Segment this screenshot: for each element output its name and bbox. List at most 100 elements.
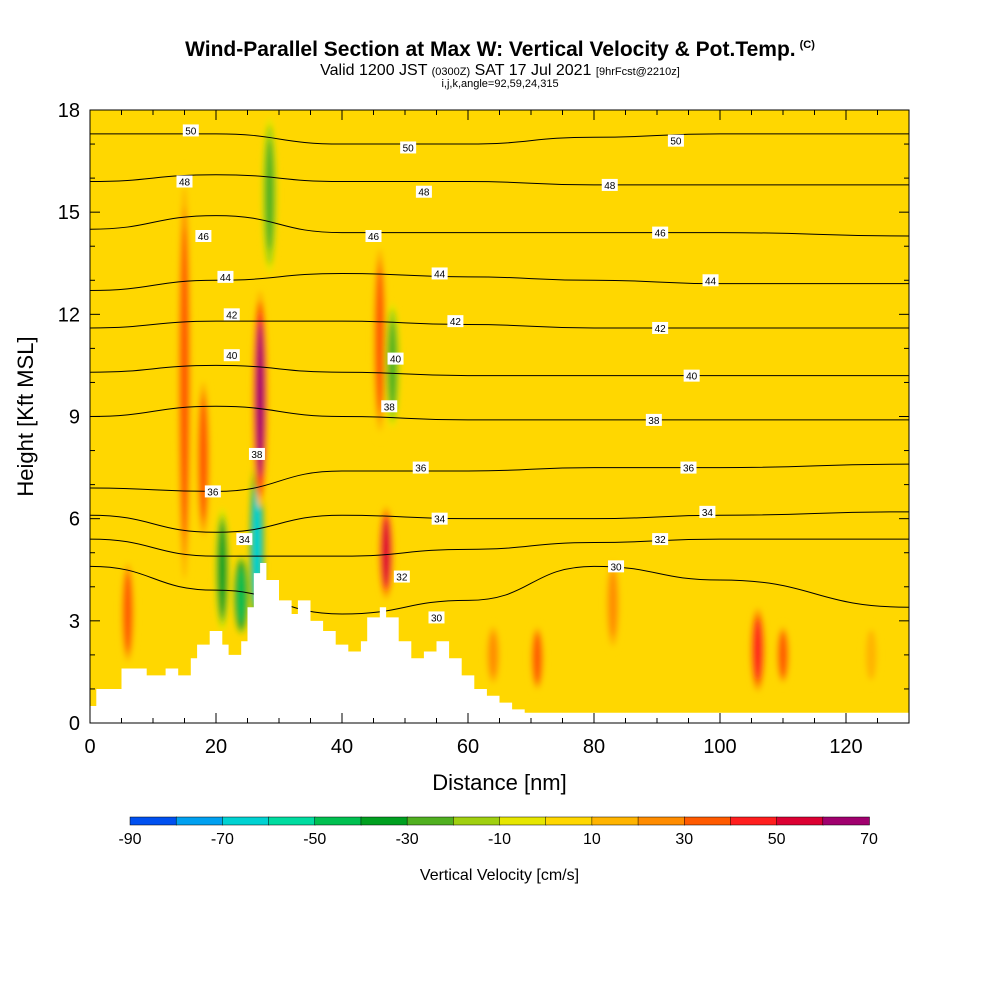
velocity-cell	[489, 632, 498, 678]
velocity-cell	[388, 321, 397, 410]
velocity-cell	[382, 519, 391, 586]
contour-label-bg	[415, 185, 432, 198]
contour-label: 48	[418, 188, 430, 199]
contour-label: 50	[403, 143, 415, 154]
contour-label: 50	[670, 137, 682, 148]
contour-label-bg	[223, 308, 240, 321]
contour-label-bg	[680, 461, 697, 474]
contour-label: 36	[415, 464, 427, 475]
contour-label-bg	[393, 570, 410, 583]
contour-label: 36	[207, 487, 219, 498]
contour-label: 42	[450, 317, 462, 328]
contour-label: 34	[702, 508, 714, 519]
colorbar-swatch	[776, 816, 824, 826]
contour-label-bg	[431, 267, 448, 280]
velocity-cell	[778, 632, 788, 678]
contour-label-bg	[652, 533, 669, 546]
colorbar-tick-label: -10	[488, 831, 511, 848]
contour-label: 40	[686, 372, 698, 383]
colorbar-tick-label: -90	[118, 831, 141, 848]
contour-label-bg	[248, 447, 265, 460]
velocity-cell	[608, 570, 617, 638]
contour-label-bg	[223, 349, 240, 362]
contour-label: 42	[655, 324, 667, 335]
contour-label-bg	[447, 315, 464, 328]
x-tick-label: 100	[703, 736, 736, 758]
contour-label-bg	[400, 141, 417, 154]
colorbar-swatch	[222, 816, 270, 826]
terrain	[90, 562, 909, 723]
y-tick-label: 9	[69, 407, 80, 429]
colorbar: -90 -70 -50 -30 -10 10 30 50 70 Vertical Velocity…	[118, 816, 878, 884]
contour-label-bg	[204, 485, 221, 498]
theta-contour-34	[90, 511, 909, 533]
velocity-cell	[265, 139, 274, 251]
valid-date: SAT 17 Jul 2021	[474, 62, 592, 79]
velocity-cell	[218, 525, 227, 615]
theta-contour-40	[90, 364, 909, 377]
contour-label: 40	[226, 351, 238, 362]
velocity-cell	[237, 567, 246, 623]
valid-time-line: Valid 1200 JST (0300Z) SAT 17 Jul 2021 […	[0, 62, 1000, 80]
contour-label: 32	[396, 573, 408, 584]
colorbar-tick-label: -30	[396, 831, 419, 848]
colorbar-tick-label: 50	[768, 831, 786, 848]
contour-label: 46	[368, 232, 380, 243]
colorbar-swatch	[268, 816, 316, 826]
colorbar-tick-label: -70	[211, 831, 234, 848]
y-axis-title: Height [Kft MSL]	[13, 336, 38, 496]
chart-title: Wind-Parallel Section at Max W: Vertical…	[0, 38, 1000, 62]
contour-label-bg	[608, 560, 625, 573]
colorbar-tick-label: 10	[583, 831, 601, 848]
theta-contour-50	[90, 133, 909, 145]
contour-label-bg	[412, 461, 429, 474]
theta-contour-30	[90, 565, 909, 615]
contour-label: 30	[610, 562, 622, 573]
colorbar-swatch	[360, 816, 408, 826]
y-tick-label: 3	[69, 611, 80, 633]
contour-label: 36	[683, 464, 695, 475]
contour-label-bg	[667, 134, 684, 147]
colorbar-swatch	[684, 816, 732, 826]
x-tick-label: 120	[829, 736, 862, 758]
contour-label: 32	[655, 535, 667, 546]
contour-label-bg	[381, 400, 398, 413]
contour-label-bg	[182, 124, 199, 137]
contour-label-bg	[428, 611, 445, 624]
contour-label: 44	[434, 269, 446, 280]
grid-indices: i,j,k,angle=92,59,24,315	[441, 78, 559, 90]
theta-contour-42	[90, 320, 909, 329]
colorbar-title: Vertical Velocity [cm/s]	[420, 867, 579, 884]
contour-label-bg	[176, 175, 193, 188]
velocity-cell	[256, 321, 265, 477]
velocity-cell	[199, 398, 208, 520]
valid-utc: (0300Z)	[431, 66, 471, 78]
y-tick-label: 18	[58, 100, 80, 122]
colorbar-swatch	[545, 816, 593, 826]
contour-label: 46	[198, 232, 210, 243]
contour-label: 40	[390, 355, 402, 366]
contour-label: 38	[384, 402, 396, 413]
colorbar-swatch	[314, 816, 362, 826]
contour-label-bg	[699, 505, 716, 518]
colorbar-swatch	[175, 816, 224, 826]
x-tick-label: 40	[331, 736, 353, 758]
contour-label-bg	[236, 533, 253, 546]
contour-label-bg	[387, 352, 404, 365]
contour-label: 48	[604, 181, 616, 192]
colorbar-swatch	[591, 816, 639, 826]
contour-label: 48	[179, 178, 191, 189]
contour-label-bg	[195, 230, 212, 243]
x-axis-title: Distance [nm]	[432, 770, 567, 795]
theta-contour-32	[90, 538, 909, 557]
contour-label: 46	[655, 229, 667, 240]
contour-label-bg	[365, 230, 382, 243]
valid-prefix: Valid 1200 JST	[320, 62, 428, 79]
theta-contours	[90, 133, 909, 615]
contour-label-bg	[645, 413, 662, 426]
velocity-cell	[180, 227, 189, 538]
contour-label: 42	[226, 310, 238, 321]
x-tick-label: 20	[205, 736, 227, 758]
y-tick-label: 6	[69, 509, 80, 531]
contour-label: 44	[705, 276, 717, 287]
